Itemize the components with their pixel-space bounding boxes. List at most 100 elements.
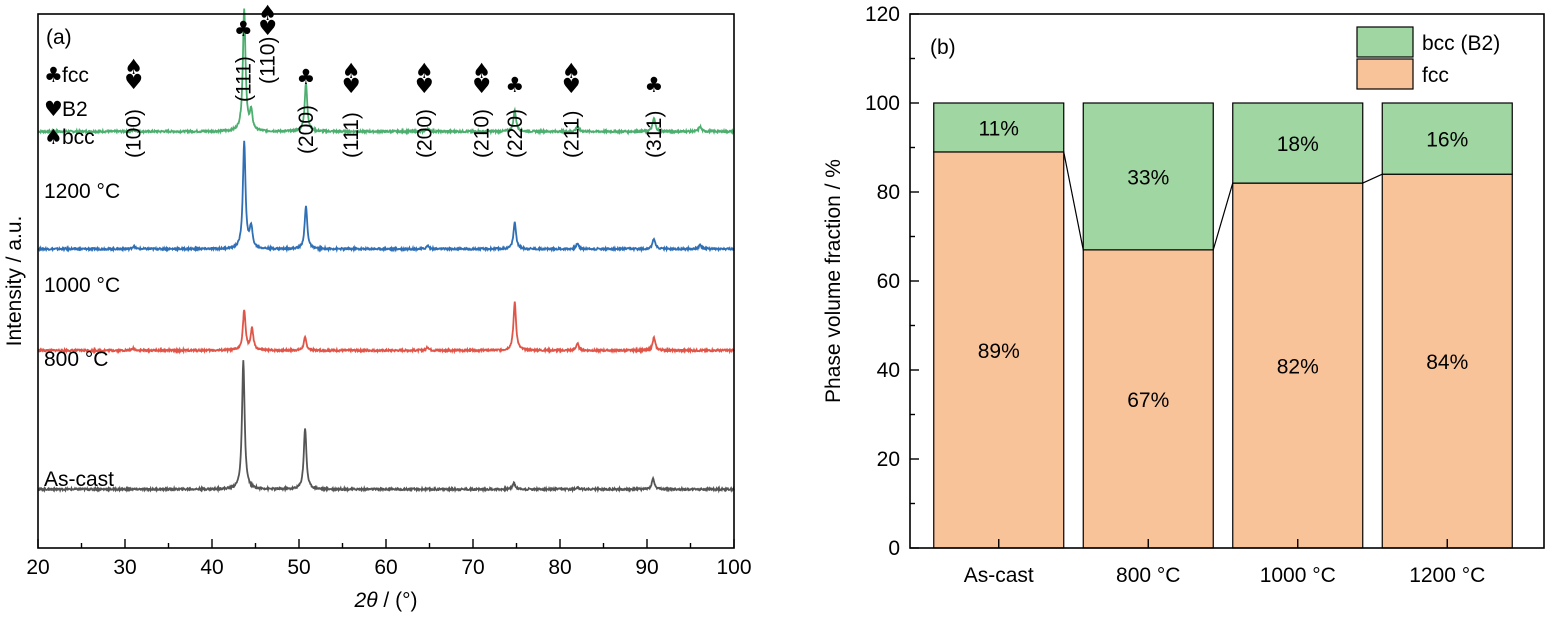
bcc-value-label: 18% bbox=[1277, 133, 1319, 156]
peak-phase-symbol: ♠ bbox=[562, 59, 581, 83]
bcc-value-label: 33% bbox=[1127, 166, 1169, 189]
legend-swatch bbox=[1356, 26, 1414, 58]
fcc-value-label: 84% bbox=[1426, 351, 1468, 374]
phase-fraction-panel: 89% 11% 67% 33% 82% 18% 84% 16% 0 20 40 60 80 100 120… bbox=[822, 3, 1545, 587]
peak-phase-symbol: ♥ bbox=[258, 16, 277, 40]
phase-legend: ♣ fcc ♥ B2 ♠ bcc bbox=[44, 63, 95, 149]
legend-swatch bbox=[1356, 58, 1414, 90]
fcc-value-label: 67% bbox=[1127, 389, 1169, 412]
peak-phase-symbol: ♥ bbox=[342, 74, 361, 98]
legend-symbol: ♠ bbox=[44, 125, 63, 149]
panel-label-a: (a) bbox=[46, 26, 72, 49]
peak-phase-symbol: ♠ bbox=[342, 59, 361, 83]
bcc-bar-segment bbox=[1082, 102, 1214, 251]
y-tick-label: 60 bbox=[877, 270, 900, 293]
peak-phase-symbol: ♠ bbox=[415, 59, 434, 83]
bar-legend: bcc (B2) fcc bbox=[1356, 26, 1500, 90]
peak-phase-symbol: ♥ bbox=[472, 74, 491, 98]
peak-annotations: (100)♠♥ (111)♣(110)♠♥(200)♣(111)♠♥(200)♠♥… bbox=[123, 1, 666, 158]
y-axis-ticks: 0 20 40 60 80 100 120 bbox=[865, 3, 919, 560]
y-tick-label: 20 bbox=[877, 448, 900, 471]
peak-index-label: (111) bbox=[232, 56, 255, 102]
fcc-bar-segment bbox=[933, 151, 1065, 549]
legend-symbol: ♣ bbox=[44, 63, 63, 87]
peak-phase-symbol: ♣ bbox=[234, 17, 253, 41]
bcc-bar-segment bbox=[1381, 102, 1513, 175]
peak-index-label: (100) bbox=[123, 109, 146, 158]
peak-index-label: (200) bbox=[295, 105, 318, 154]
bcc-bar-segment bbox=[933, 102, 1065, 153]
bar-connectors bbox=[1063, 151, 1383, 251]
peak-index-label: (311) bbox=[643, 111, 666, 158]
bar-connector-line bbox=[1063, 151, 1084, 250]
y-tick-label: 80 bbox=[877, 181, 900, 204]
legend-symbol: ♥ bbox=[44, 97, 63, 121]
peak-phase-symbol: ♥ bbox=[124, 70, 143, 94]
x-category-label: As-cast bbox=[964, 564, 1034, 587]
peak-phase-symbol: ♠ bbox=[258, 1, 277, 25]
bcc-value-label: 16% bbox=[1426, 129, 1468, 152]
x-tick-label: 70 bbox=[461, 556, 484, 579]
peak-phase-symbol: ♠ bbox=[472, 59, 491, 83]
fcc-bar-segment bbox=[1232, 182, 1364, 549]
x-category-label: 1200 °C bbox=[1409, 564, 1485, 587]
xrd-series-line bbox=[37, 301, 735, 355]
legend-label: B2 bbox=[62, 98, 88, 121]
peak-index-label: (110) bbox=[257, 37, 280, 84]
series-label: 800 °C bbox=[44, 348, 108, 371]
y-tick-label: 40 bbox=[877, 359, 900, 382]
y-axis-title: Intensity / a.u. bbox=[3, 216, 26, 347]
x-category-label: 1000 °C bbox=[1260, 564, 1336, 587]
xrd-panel: (100)♠♥ (111)♣(110)♠♥(200)♣(111)♠♥(200)♠♥… bbox=[3, 1, 752, 612]
x-tick-label: 100 bbox=[716, 556, 751, 579]
fcc-bar-segment bbox=[1082, 249, 1214, 549]
y-tick-label: 0 bbox=[888, 537, 900, 560]
peak-index-label: (111) bbox=[340, 112, 363, 158]
bar-connector-line bbox=[1212, 182, 1234, 251]
xrd-series-line bbox=[37, 8, 735, 136]
peak-phase-symbol: ♥ bbox=[562, 74, 581, 98]
x-tick-label: 20 bbox=[26, 556, 49, 579]
fcc-value-label: 89% bbox=[978, 340, 1020, 363]
y-tick-label: 120 bbox=[865, 3, 900, 26]
peak-phase-symbol: ♣ bbox=[645, 73, 664, 97]
fcc-bar-segment bbox=[1381, 173, 1513, 549]
peak-index-label: (210) bbox=[471, 109, 494, 158]
legend-label: fcc bbox=[62, 64, 89, 87]
bcc-value-label: 11% bbox=[979, 117, 1019, 140]
x-axis-labels: As-cast 800 °C 1000 °C 1200 °C bbox=[964, 539, 1485, 587]
series-label: 1200 °C bbox=[44, 180, 120, 203]
y-tick-label: 100 bbox=[865, 92, 900, 115]
peak-phase-symbol: ♣ bbox=[297, 65, 316, 89]
xrd-plot-area bbox=[37, 8, 735, 494]
y-axis-title: Phase volume fraction / % bbox=[822, 159, 845, 403]
stacked-bars: 89% 11% 67% 33% 82% 18% 84% 16% bbox=[933, 102, 1513, 549]
x-axis-title: 2θ / (°) bbox=[354, 589, 418, 612]
peak-phase-symbol: ♥ bbox=[415, 74, 434, 98]
peak-index-label: (211) bbox=[560, 111, 583, 158]
x-tick-label: 60 bbox=[374, 556, 397, 579]
peak-index-label: (200) bbox=[413, 109, 436, 158]
bar-connector-line bbox=[1362, 173, 1383, 184]
x-tick-label: 30 bbox=[113, 556, 136, 579]
x-axis-ticks: 20 30 40 50 60 70 80 90 100 bbox=[26, 539, 752, 579]
panel-label-b: (b) bbox=[930, 36, 956, 59]
series-label: As-cast bbox=[44, 468, 114, 491]
x-tick-label: 80 bbox=[548, 556, 571, 579]
legend-label: fcc bbox=[1422, 64, 1449, 87]
fcc-value-label: 82% bbox=[1277, 356, 1319, 379]
xrd-series-line bbox=[37, 360, 735, 494]
bcc-bar-segment bbox=[1232, 102, 1364, 184]
legend-label: bcc bbox=[62, 126, 95, 149]
x-tick-label: 90 bbox=[635, 556, 658, 579]
peak-phase-symbol: ♣ bbox=[505, 73, 524, 97]
legend-label: bcc (B2) bbox=[1422, 32, 1500, 55]
xrd-series-line bbox=[37, 140, 735, 253]
x-tick-label: 50 bbox=[287, 556, 310, 579]
x-category-label: 800 °C bbox=[1116, 564, 1180, 587]
series-labels: 1200 °C 1000 °C 800 °C As-cast bbox=[44, 180, 120, 491]
xrd-frame bbox=[37, 13, 735, 549]
x-tick-label: 40 bbox=[200, 556, 223, 579]
peak-index-label: (220) bbox=[504, 109, 527, 158]
